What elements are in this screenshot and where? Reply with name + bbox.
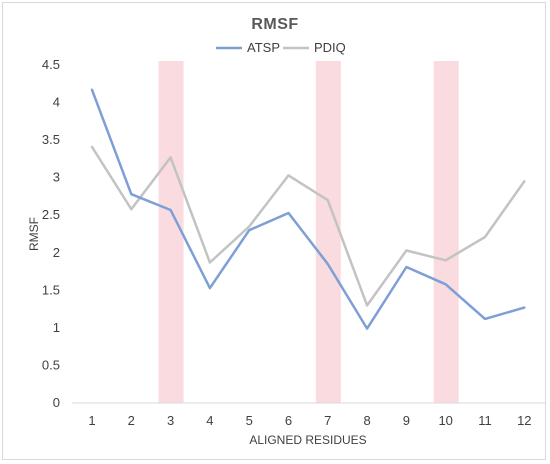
x-tick-label: 11 [478,413,492,428]
series-line-atsp [90,88,526,330]
y-tick-label: 4.5 [42,57,60,72]
y-tick-label: 1 [53,320,60,335]
x-tick-label: 9 [403,413,410,428]
highlight-bands [158,61,459,403]
y-tick-labels: 0 0.5 1 1.5 2 2.5 3 3.5 4 4.5 [42,57,60,410]
x-tick-label: 4 [206,413,213,428]
x-axis-label: ALIGNED RESIDUES [249,433,366,447]
legend-label-pdiq: PDIQ [314,40,346,55]
legend: ATSP PDIQ [216,40,346,55]
x-tick-label: 2 [128,413,135,428]
series-line-pdiq [90,145,526,307]
x-tick-label: 8 [363,413,370,428]
x-tick-label: 10 [438,413,452,428]
y-tick-label: 3.5 [42,132,60,147]
y-tick-label: 1.5 [42,282,60,297]
highlight-band-3 [158,61,184,403]
chart-title: RMSF [251,16,298,33]
y-axis-label: RMSF [27,217,41,251]
highlight-band-10 [433,61,459,403]
x-tick-label: 7 [324,413,331,428]
y-tick-label: 2.5 [42,207,60,222]
x-tick-label: 3 [167,413,174,428]
x-tick-label: 6 [285,413,292,428]
y-tick-label: 0 [53,395,60,410]
highlight-band-7 [315,61,341,403]
x-tick-label: 5 [246,413,253,428]
y-tick-label: 2 [53,245,60,260]
x-tick-label: 1 [88,413,95,428]
x-tick-label: 12 [517,413,531,428]
y-tick-label: 3 [53,170,60,185]
y-tick-label: 0.5 [42,357,60,372]
legend-label-atsp: ATSP [247,40,280,55]
y-tick-label: 4 [53,95,60,110]
series-lines [90,88,526,330]
x-tick-labels: 1 2 3 4 5 6 7 8 9 10 11 12 [88,413,531,428]
